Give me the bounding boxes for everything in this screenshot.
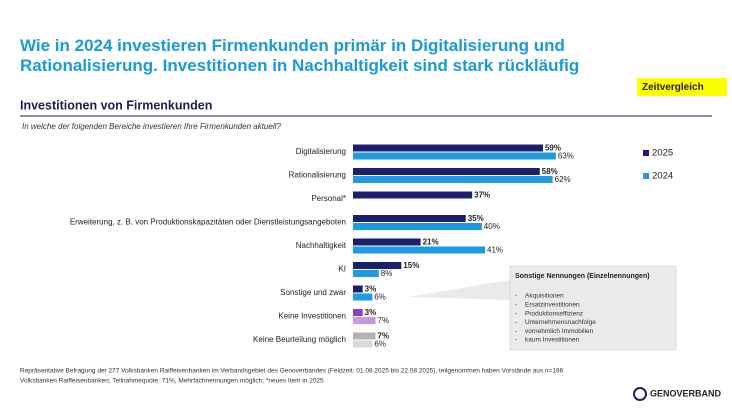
- callout-bullet: -: [515, 310, 517, 317]
- legend-label: 2025: [652, 148, 673, 159]
- category-label: Keine Investitionen: [278, 312, 346, 321]
- callout-item: Unternehmensnachfolge: [525, 319, 596, 326]
- footnote: Volksbanken Raiffeisenbanken; Teilnahmeq…: [20, 378, 324, 385]
- value-label: 62%: [555, 175, 571, 184]
- callout-item: Produktionseffizienz: [525, 310, 583, 317]
- question: In welche der folgenden Bereiche investi…: [22, 122, 281, 131]
- callout-item: vornehmlich Immobilien: [525, 328, 594, 335]
- callout-title: Sonstige Nennungen (Einzelnennungen): [515, 273, 650, 280]
- legend-swatch: [643, 150, 649, 156]
- callout-list: - Akquisitionen - Ersatzinvestitionen - Produ…: [515, 293, 596, 344]
- footnote: Repräsentative Befragung der 277 Volksba…: [20, 368, 564, 375]
- value-label: 7%: [378, 332, 390, 341]
- callout-item: kaum Investitionen: [525, 337, 580, 344]
- category-label: Digitalisierung: [296, 147, 346, 156]
- value-label: 8%: [381, 269, 393, 278]
- badge: Zeitvergleich: [642, 82, 704, 93]
- category-label: KI: [338, 265, 346, 274]
- category-label: Nachhaltigkeit: [296, 241, 347, 250]
- callout-bullet: -: [515, 337, 517, 344]
- category-label: Keine Beurteilung möglich: [253, 335, 346, 344]
- bar: [353, 262, 402, 269]
- bar: [353, 309, 363, 316]
- bar: [353, 285, 363, 293]
- bar: [353, 293, 373, 301]
- bar: [353, 152, 556, 160]
- logo-mark: [633, 387, 647, 401]
- callout-pointer: [408, 280, 510, 300]
- value-label: 40%: [484, 222, 500, 231]
- chart: Digitalisierung 59%63% Rationalisierung 58%…: [70, 144, 673, 349]
- value-label: 21%: [423, 238, 439, 247]
- category-label: Sonstige und zwar: [280, 288, 346, 297]
- bar: [353, 215, 466, 222]
- bar: [353, 144, 543, 152]
- legend-swatch: [643, 173, 649, 179]
- callout-item: Akquisitionen: [525, 293, 564, 300]
- value-label: 6%: [374, 293, 386, 302]
- bar: [353, 270, 379, 277]
- callout-bullet: -: [515, 319, 517, 326]
- callout-box: [509, 265, 677, 351]
- bar: [353, 223, 482, 230]
- bar: [353, 332, 376, 340]
- value-label: 58%: [542, 167, 558, 176]
- value-label: 41%: [487, 246, 503, 255]
- slide-title: Rationalisierung. Investitionen in Nachh…: [20, 56, 579, 75]
- value-label: 3%: [365, 308, 377, 317]
- bar: [353, 168, 540, 175]
- value-label: 37%: [474, 191, 490, 200]
- bar: [353, 176, 553, 183]
- category-label: Personal*: [311, 194, 346, 203]
- value-label: 59%: [545, 144, 561, 153]
- category-label: Erweiterung, z. B. von Produktionskapazi…: [70, 218, 346, 227]
- bar: [353, 317, 376, 324]
- slide-title: Wie in 2024 investieren Firmenkunden pri…: [20, 36, 565, 55]
- category-label: Rationalisierung: [289, 171, 346, 180]
- value-label: 35%: [468, 214, 484, 223]
- logo: GENOVERBAND: [650, 388, 722, 398]
- value-label: 7%: [378, 316, 390, 325]
- bar: [353, 246, 486, 254]
- callout-bullet: -: [515, 328, 517, 335]
- callout-bullet: -: [515, 293, 517, 300]
- value-label: 6%: [374, 340, 386, 349]
- callout-bullet: -: [515, 302, 517, 309]
- badge-bg: [637, 78, 727, 96]
- value-label: 15%: [403, 261, 419, 270]
- value-label: 63%: [558, 152, 574, 161]
- legend-label: 2024: [652, 171, 673, 182]
- bar: [353, 340, 373, 348]
- callout-item: Ersatzinvestitionen: [525, 302, 580, 309]
- bar: [353, 191, 473, 199]
- bar: [353, 238, 421, 246]
- value-label: 3%: [365, 285, 377, 294]
- chart-title: Investitionen von Firmenkunden: [20, 98, 212, 112]
